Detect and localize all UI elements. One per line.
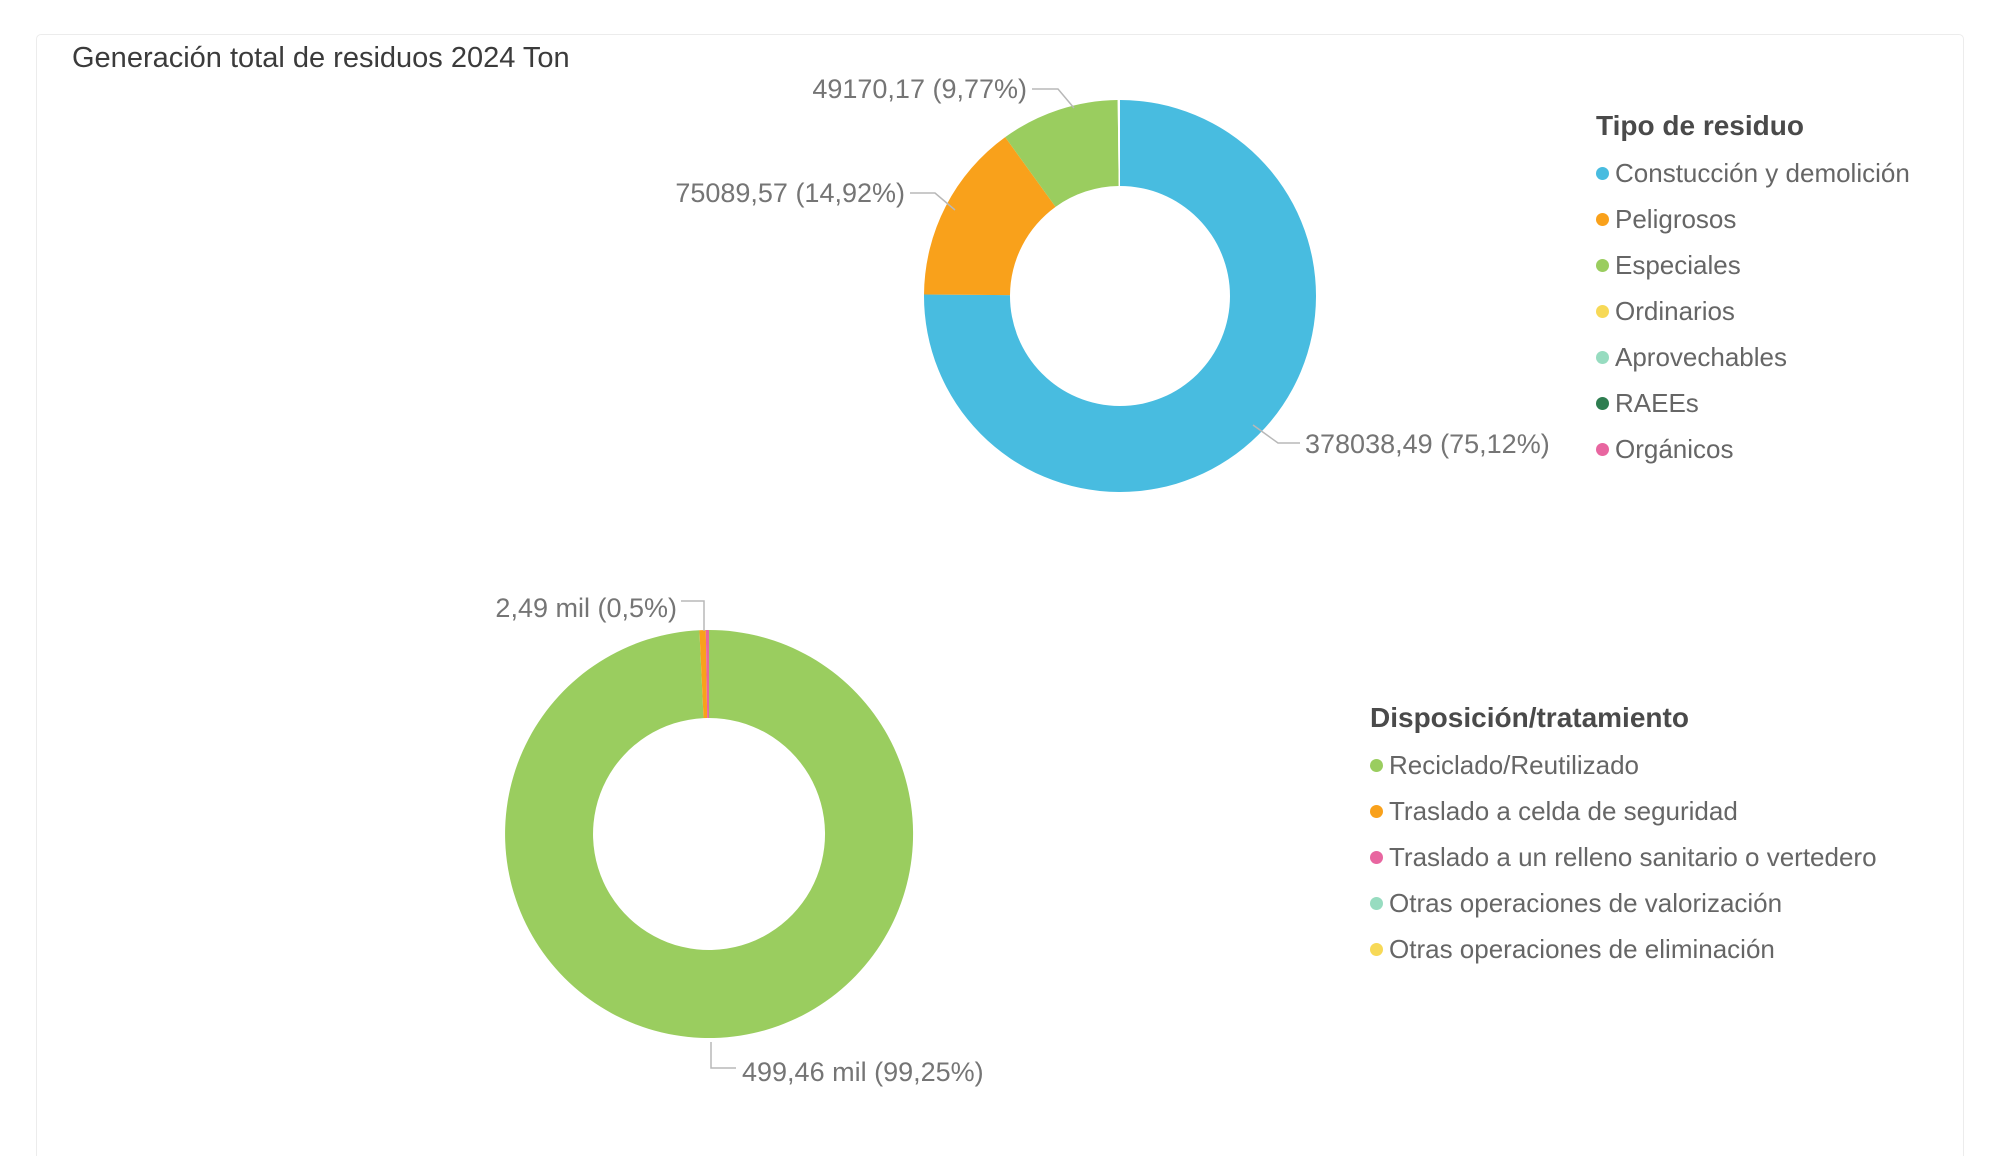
legend-item-organicos[interactable]: Orgánicos	[1596, 426, 1910, 472]
legend-label: Ordinarios	[1615, 295, 1735, 326]
callout-label-traslado-celda: 2,49 mil (0,5%)	[495, 593, 677, 623]
donut-slice-peligrosos[interactable]	[924, 137, 1056, 296]
legend-dot	[1596, 212, 1609, 226]
legend-dot	[1596, 442, 1609, 456]
legend-item-reciclado-reutilizado[interactable]: Reciclado/Reutilizado	[1370, 742, 1877, 788]
legend-label: Aprovechables	[1615, 341, 1787, 372]
legend-label: Orgánicos	[1615, 433, 1734, 464]
legend-dot	[1370, 758, 1383, 772]
legend-item-peligrosos[interactable]: Peligrosos	[1596, 196, 1910, 242]
legend-dot	[1596, 350, 1609, 364]
donut-slice-other[interactable]	[705, 630, 709, 719]
donut-slice-other[interactable]	[1117, 99, 1120, 187]
legend-tipo-de-residuo: Tipo de residuo Constucción y demolición…	[1596, 110, 1910, 472]
legend-label: Reciclado/Reutilizado	[1389, 749, 1640, 780]
callout-line-peligrosos	[910, 192, 956, 211]
callout-label-peligrosos: 75089,57 (14,92%)	[675, 178, 905, 208]
callout-line-traslado-celda	[681, 600, 705, 631]
legend-item-traslado-a-celda-de-seguridad[interactable]: Traslado a celda de seguridad	[1370, 788, 1877, 834]
legend-dot	[1370, 942, 1383, 956]
donut-chart-disposicion-tratamiento[interactable]	[440, 560, 1000, 1110]
legend-label: Otras operaciones de eliminación	[1389, 933, 1775, 964]
donut-slice-traslado-a-celda-de-seguridad[interactable]	[699, 630, 708, 719]
callout-line-especiales	[1032, 88, 1075, 109]
legend-dot	[1596, 396, 1609, 410]
legend-item-otras-operaciones-de-valorizacion[interactable]: Otras operaciones de valorización	[1370, 880, 1877, 926]
legend-label: Traslado a celda de seguridad	[1389, 795, 1738, 826]
legend-item-raees[interactable]: RAEEs	[1596, 380, 1910, 426]
legend-label: RAEEs	[1615, 387, 1699, 418]
donut-slice-especiales[interactable]	[1005, 100, 1119, 207]
legend-item-otras-operaciones-de-eliminacion[interactable]: Otras operaciones de eliminación	[1370, 926, 1877, 972]
callout-label-construccion: 378038,49 (75,12%)	[1305, 429, 1550, 459]
donut-slice-constuccio-n-y-demolicio-n[interactable]	[924, 100, 1317, 492]
donut-chart-tipo-de-residuo[interactable]	[600, 55, 1360, 505]
callout-line-reciclado	[710, 1042, 736, 1069]
legend-dot	[1370, 804, 1383, 818]
legend-title: Tipo de residuo	[1596, 110, 1804, 141]
legend-title: Disposición/tratamiento	[1370, 702, 1689, 733]
chart-title: Generación total de residuos 2024 Ton	[72, 42, 570, 74]
legend-label: Constucción y demolición	[1615, 157, 1910, 188]
callout-label-especiales: 49170,17 (9,77%)	[812, 74, 1027, 104]
callout-label-reciclado: 499,46 mil (99,25%)	[742, 1057, 984, 1087]
legend-label: Traslado a un relleno sanitario o verted…	[1389, 841, 1877, 872]
legend-item-traslado-a-un-relleno-sanitario-o-vertedero[interactable]: Traslado a un relleno sanitario o verted…	[1370, 834, 1877, 880]
legend-disposicion-tratamiento: Disposición/tratamiento Reciclado/Reutil…	[1370, 702, 1877, 972]
legend-dot	[1370, 896, 1383, 910]
legend-item-especiales[interactable]: Especiales	[1596, 242, 1910, 288]
legend-item-aprovechables[interactable]: Aprovechables	[1596, 334, 1910, 380]
legend-item-ordinarios[interactable]: Ordinarios	[1596, 288, 1910, 334]
legend-dot	[1596, 258, 1609, 272]
donut-slice-reciclado-reutilizado[interactable]	[505, 630, 914, 1038]
legend-item-constuccion-y-demolicion[interactable]: Constucción y demolición	[1596, 150, 1910, 196]
legend-dot	[1370, 850, 1383, 864]
legend-label: Peligrosos	[1615, 203, 1737, 234]
legend-dot	[1596, 304, 1609, 318]
legend-dot	[1596, 166, 1609, 180]
legend-label: Otras operaciones de valorización	[1389, 887, 1783, 918]
legend-label: Especiales	[1615, 249, 1741, 280]
visual-card-border	[36, 34, 1964, 1156]
callout-line-construccion	[1252, 424, 1300, 444]
